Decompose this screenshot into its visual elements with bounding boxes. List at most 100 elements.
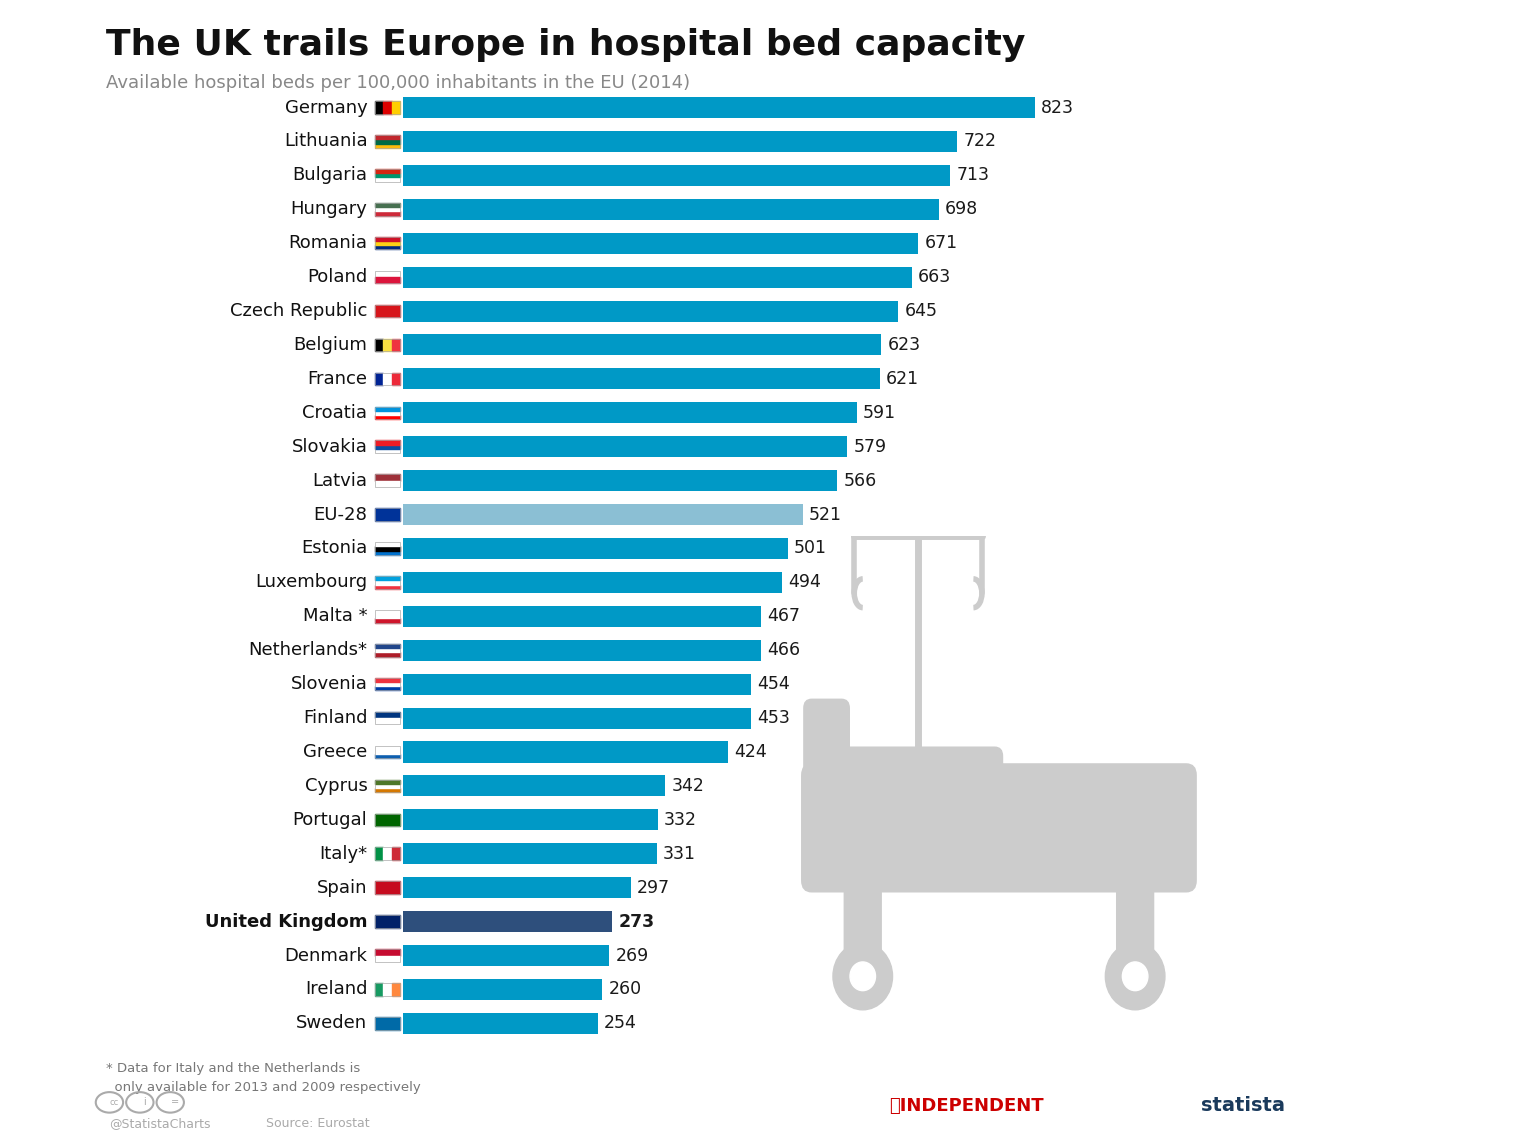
Text: Finland: Finland <box>302 709 368 727</box>
Text: 713: 713 <box>956 166 990 185</box>
Text: i: i <box>143 1098 146 1107</box>
Text: Slovenia: Slovenia <box>290 675 368 693</box>
Text: Sweden: Sweden <box>296 1015 368 1033</box>
Text: 424: 424 <box>734 743 768 762</box>
Text: @StatistaCharts: @StatistaCharts <box>109 1117 211 1130</box>
Bar <box>403 775 666 797</box>
Bar <box>403 233 918 254</box>
Text: Belgium: Belgium <box>293 336 368 355</box>
Bar <box>403 504 803 526</box>
Text: 454: 454 <box>757 675 790 693</box>
Text: Italy*: Italy* <box>319 845 368 863</box>
Text: 342: 342 <box>672 777 704 795</box>
Bar <box>403 437 848 457</box>
Text: 453: 453 <box>757 709 790 727</box>
Bar <box>403 809 658 830</box>
Bar <box>403 572 783 593</box>
Text: statista: statista <box>1201 1097 1284 1115</box>
Text: Hungary: Hungary <box>290 201 368 218</box>
Text: 663: 663 <box>918 268 952 286</box>
Bar <box>403 402 857 423</box>
Bar <box>403 334 882 356</box>
Bar <box>403 979 602 1000</box>
Text: cc: cc <box>109 1098 119 1107</box>
Bar <box>403 470 838 491</box>
Text: Source: Eurostat: Source: Eurostat <box>266 1117 369 1130</box>
Text: Croatia: Croatia <box>302 404 368 422</box>
Bar <box>403 267 912 287</box>
Text: Denmark: Denmark <box>284 946 368 964</box>
FancyBboxPatch shape <box>1116 864 1154 974</box>
Circle shape <box>1105 943 1164 1010</box>
FancyBboxPatch shape <box>801 764 1196 893</box>
Text: 466: 466 <box>766 642 800 659</box>
Text: Lithuania: Lithuania <box>284 132 368 150</box>
Text: 254: 254 <box>603 1015 637 1033</box>
Circle shape <box>850 962 876 991</box>
Bar <box>403 198 939 220</box>
Text: 297: 297 <box>637 879 670 897</box>
Text: France: France <box>307 369 368 388</box>
Text: only available for 2013 and 2009 respectively: only available for 2013 and 2009 respect… <box>106 1081 421 1093</box>
Text: 273: 273 <box>619 913 655 930</box>
Text: Estonia: Estonia <box>301 539 368 557</box>
Bar <box>403 301 898 321</box>
Text: 331: 331 <box>663 845 696 863</box>
Bar <box>403 538 787 559</box>
Text: Available hospital beds per 100,000 inhabitants in the EU (2014): Available hospital beds per 100,000 inha… <box>106 74 690 92</box>
Text: 722: 722 <box>964 132 997 150</box>
Text: Netherlands*: Netherlands* <box>248 642 368 659</box>
Text: ⓘINDEPENDENT: ⓘINDEPENDENT <box>889 1097 1044 1115</box>
Bar <box>403 605 762 627</box>
Text: Latvia: Latvia <box>313 472 368 490</box>
Text: 623: 623 <box>888 336 921 355</box>
Text: 494: 494 <box>789 573 821 592</box>
Circle shape <box>833 943 892 1010</box>
Bar <box>403 911 613 933</box>
Text: 521: 521 <box>809 505 842 523</box>
FancyBboxPatch shape <box>1143 766 1190 890</box>
Bar <box>403 674 751 694</box>
Text: 467: 467 <box>768 608 801 626</box>
Text: 671: 671 <box>924 234 958 252</box>
Text: 591: 591 <box>863 404 895 422</box>
Bar <box>403 640 760 661</box>
Text: Czech Republic: Czech Republic <box>230 302 368 320</box>
Text: Romania: Romania <box>289 234 368 252</box>
Bar <box>403 741 728 763</box>
Bar <box>403 97 1035 119</box>
Text: 269: 269 <box>616 946 649 964</box>
Text: Germany: Germany <box>284 98 368 116</box>
Text: =: = <box>170 1098 179 1107</box>
Text: 501: 501 <box>793 539 827 557</box>
Text: 579: 579 <box>854 438 886 456</box>
Text: * Data for Italy and the Netherlands is: * Data for Italy and the Netherlands is <box>106 1062 360 1075</box>
FancyBboxPatch shape <box>816 747 1003 804</box>
Bar <box>403 877 631 898</box>
Text: 645: 645 <box>904 302 938 320</box>
Text: Bulgaria: Bulgaria <box>292 166 368 185</box>
Text: 566: 566 <box>844 472 877 490</box>
Text: Spain: Spain <box>318 879 368 897</box>
Text: The UK trails Europe in hospital bed capacity: The UK trails Europe in hospital bed cap… <box>106 28 1026 63</box>
Text: 332: 332 <box>664 811 696 829</box>
Bar <box>403 165 950 186</box>
Text: Ireland: Ireland <box>306 980 368 999</box>
Circle shape <box>1122 962 1148 991</box>
Text: Portugal: Portugal <box>293 811 368 829</box>
Text: Luxembourg: Luxembourg <box>255 573 368 592</box>
Text: United Kingdom: United Kingdom <box>205 913 368 930</box>
Text: Poland: Poland <box>307 268 368 286</box>
Text: Cyprus: Cyprus <box>304 777 368 795</box>
Text: 260: 260 <box>608 980 641 999</box>
FancyBboxPatch shape <box>844 864 882 974</box>
Bar <box>403 945 610 966</box>
Bar <box>403 844 657 864</box>
FancyBboxPatch shape <box>803 699 850 890</box>
Text: Malta *: Malta * <box>302 608 368 626</box>
Bar <box>403 368 880 390</box>
Text: Slovakia: Slovakia <box>292 438 368 456</box>
Text: 698: 698 <box>945 201 979 218</box>
Text: 823: 823 <box>1041 98 1075 116</box>
Bar <box>403 708 751 728</box>
